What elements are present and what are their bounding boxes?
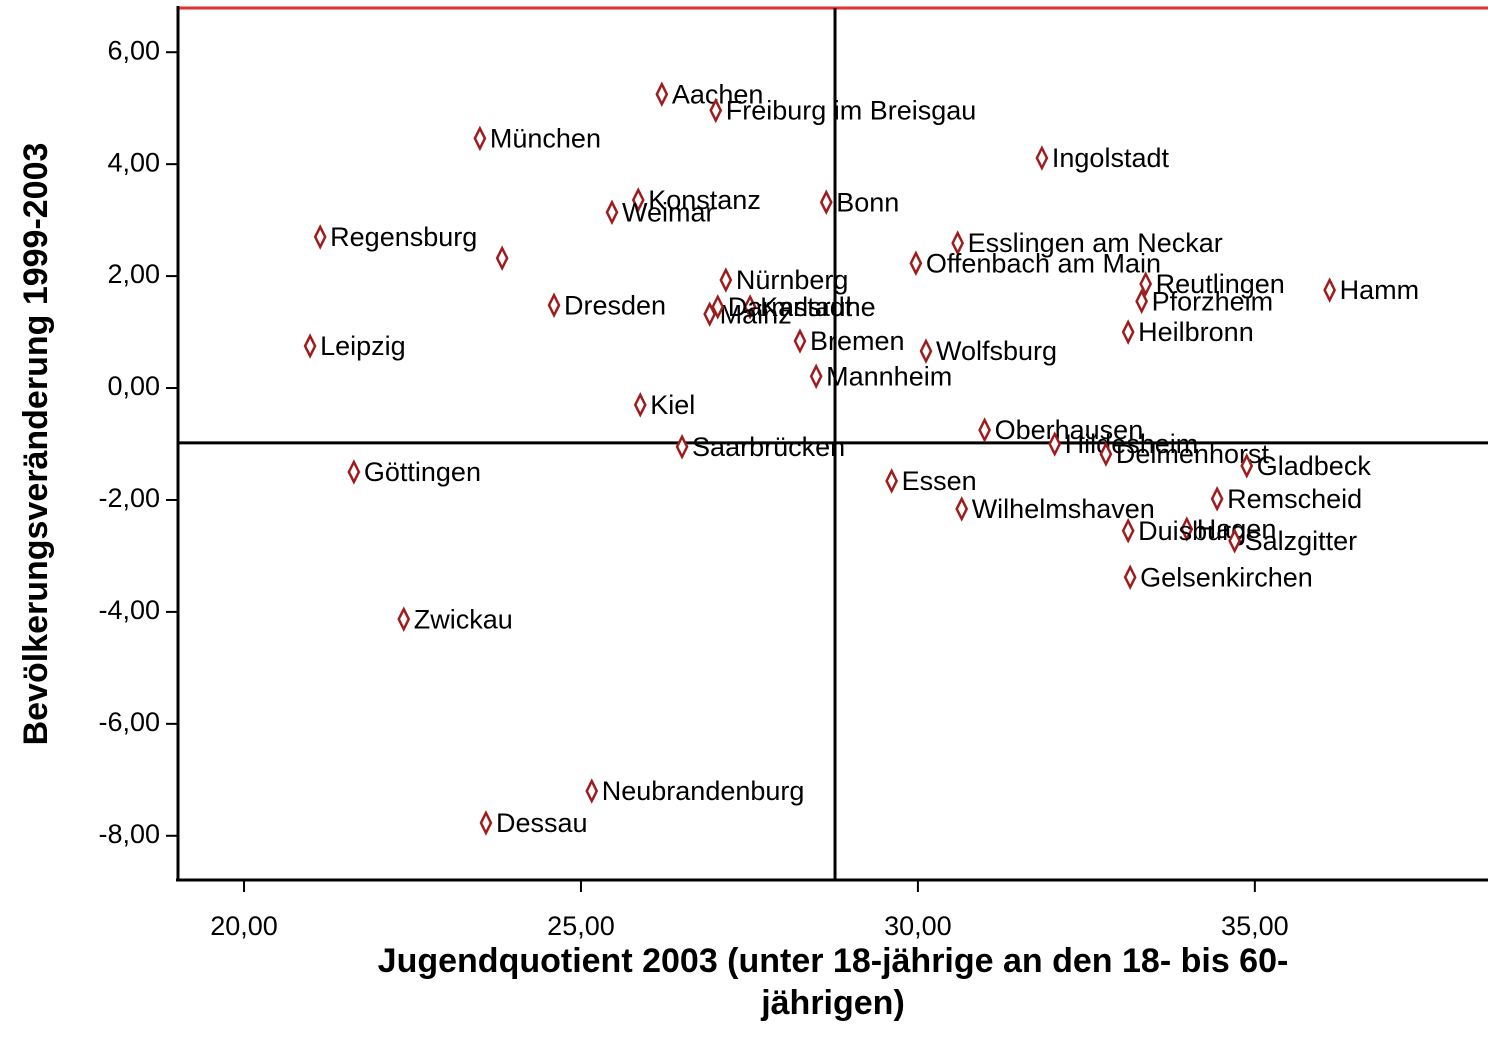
- marker: [793, 328, 807, 354]
- marker: [909, 250, 923, 277]
- y-tick-label: -8,00: [98, 819, 160, 849]
- point-label: Mainz: [720, 299, 792, 329]
- point-label: Regensburg: [330, 222, 477, 252]
- marker: [479, 810, 493, 836]
- marker: [655, 81, 669, 107]
- y-tick-label: -6,00: [98, 707, 160, 737]
- point-label: Freiburg im Breisgau: [726, 96, 977, 126]
- marker: [605, 199, 619, 226]
- marker: [1121, 319, 1135, 345]
- marker: [711, 294, 725, 320]
- point-label: Dessau: [496, 808, 588, 838]
- marker: [1035, 145, 1049, 171]
- point-label: Zwickau: [414, 604, 513, 634]
- y-tick-label: 0,00: [107, 371, 160, 401]
- point-label: Göttingen: [364, 457, 481, 487]
- point-label: München: [490, 124, 601, 154]
- marker: [919, 338, 933, 364]
- marker: [885, 468, 899, 494]
- point-label: Duisburg: [1138, 516, 1246, 546]
- marker: [703, 301, 717, 327]
- x-axis-title: Jugendquotient 2003 (unter 18-jährige an…: [378, 942, 1289, 1022]
- point-label: Oberhausen: [995, 415, 1144, 445]
- marker: [633, 392, 647, 418]
- marker: [313, 224, 327, 250]
- point-label: Remscheid: [1227, 484, 1362, 514]
- y-tick-label: 6,00: [107, 35, 160, 65]
- point-label: Gladbeck: [1257, 451, 1372, 481]
- x-tick-label: 20,00: [210, 911, 278, 941]
- marker: [495, 245, 509, 271]
- marker: [303, 333, 317, 359]
- x-tick-label: 25,00: [547, 911, 615, 941]
- marker: [1123, 564, 1137, 591]
- point-label: Essen: [902, 466, 977, 496]
- marker: [1099, 441, 1113, 467]
- marker: [1210, 486, 1224, 512]
- marker: [1121, 517, 1135, 544]
- marker: [547, 292, 561, 318]
- marker: [1180, 516, 1194, 542]
- marker: [1139, 271, 1153, 297]
- point-label: Mannheim: [826, 361, 952, 391]
- point-label: Gelsenkirchen: [1140, 562, 1313, 592]
- point-label: Bonn: [836, 187, 899, 217]
- point-label: Esslingen am Neckar: [968, 228, 1223, 258]
- marker: [1048, 431, 1062, 457]
- point-label: Neubrandenburg: [602, 776, 805, 806]
- point-label: Hamm: [1340, 275, 1420, 305]
- marker: [743, 294, 757, 320]
- marker: [585, 778, 599, 804]
- point-label: Heilbronn: [1138, 317, 1254, 347]
- point-label: Karlsruhe: [760, 292, 876, 322]
- marker: [819, 189, 833, 216]
- point-label: Dresden: [564, 290, 666, 320]
- point-label: Darmstadt: [728, 292, 853, 322]
- marker: [809, 363, 823, 390]
- point-label: Kiel: [650, 390, 695, 420]
- point-label: Reutlingen: [1156, 269, 1285, 299]
- marker: [1228, 528, 1242, 554]
- marker: [978, 417, 992, 443]
- y-tick-label: -2,00: [98, 483, 160, 513]
- point-label: Weimar: [622, 197, 715, 227]
- marker: [675, 434, 689, 460]
- point-label: Ingolstadt: [1052, 143, 1170, 173]
- point-label: Bremen: [810, 326, 905, 356]
- point-label: Wolfsburg: [936, 336, 1057, 366]
- point-label: Leipzig: [320, 331, 406, 361]
- marker: [631, 187, 645, 213]
- marker: [709, 97, 723, 124]
- marker: [473, 125, 487, 152]
- point-label: Hildesheim: [1065, 429, 1199, 459]
- point-label: Pforzheim: [1152, 286, 1274, 316]
- marker: [719, 267, 733, 293]
- marker: [955, 496, 969, 522]
- point-label: Konstanz: [648, 185, 761, 215]
- marker: [1240, 453, 1254, 479]
- marker: [1323, 277, 1337, 303]
- marker: [397, 606, 411, 632]
- point-label: Wilhelmshaven: [972, 494, 1155, 524]
- x-tick-label: 35,00: [1221, 911, 1289, 941]
- marker: [1135, 288, 1149, 315]
- y-axis-title: Bevölkerungsveränderung 1999-2003: [17, 143, 55, 746]
- marker: [347, 459, 361, 485]
- point-label: Saarbrücken: [692, 432, 845, 462]
- y-tick-label: -4,00: [98, 595, 160, 625]
- y-tick-label: 4,00: [107, 147, 160, 177]
- y-tick-label: 2,00: [107, 259, 160, 289]
- point-label: Salzgitter: [1245, 526, 1358, 556]
- point-label: Offenbach am Main: [926, 248, 1161, 278]
- marker: [951, 230, 965, 256]
- x-tick-label: 30,00: [884, 911, 952, 941]
- point-label: Nürnberg: [736, 265, 849, 295]
